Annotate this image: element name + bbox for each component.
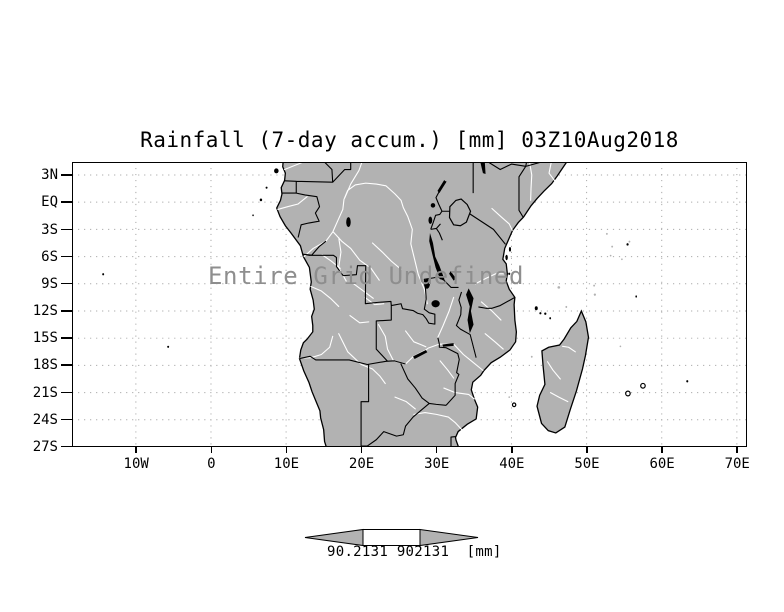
island-anjouan	[544, 312, 547, 315]
y-axis-label: 3S	[41, 221, 58, 238]
madagascar	[537, 311, 588, 433]
y-axis-tick	[61, 418, 72, 421]
island-annobon	[252, 214, 254, 217]
island-grande-comore	[534, 306, 538, 311]
x-axis-label: 10E	[273, 456, 300, 472]
island-tromelin	[619, 345, 622, 348]
y-axis-tick	[61, 337, 72, 339]
island-agalega	[635, 295, 638, 298]
map-svg	[72, 162, 747, 447]
island-providence	[593, 284, 596, 287]
island-glorioso	[565, 305, 568, 308]
x-axis-label: 0	[207, 456, 216, 472]
x-axis-tick	[210, 447, 213, 453]
x-axis-label: 50E	[574, 456, 600, 472]
y-axis-tick	[61, 174, 72, 176]
y-axis-tick	[61, 310, 72, 312]
island-amirantes-2	[611, 245, 614, 248]
colorbar-label: 90.2131 902131 [mm]	[327, 544, 502, 560]
island-sao-tome	[259, 198, 263, 202]
y-axis-label: 3N	[41, 167, 58, 184]
y-axis-label: EQ	[41, 194, 58, 211]
x-axis-tick	[285, 447, 288, 453]
plot-title: Rainfall (7-day accum.) [mm] 03Z10Aug201…	[140, 128, 679, 152]
island-principe	[265, 186, 268, 189]
y-axis-tick	[61, 445, 72, 448]
x-axis-label: 30E	[424, 456, 450, 472]
lake-bangweulu	[431, 300, 440, 308]
x-axis-label: 60E	[649, 456, 675, 472]
island-mayotte	[549, 317, 552, 320]
lake-victoria	[450, 199, 471, 226]
lake-kivu	[428, 216, 433, 224]
x-axis-tick	[435, 447, 438, 453]
islands	[102, 168, 689, 407]
landmass	[277, 162, 589, 447]
x-axis-label: 20E	[348, 456, 375, 472]
island-zanzibar	[505, 254, 508, 261]
y-axis-tick	[61, 255, 72, 258]
y-axis-label: 6S	[41, 248, 58, 265]
colorbar-right-arrow	[419, 528, 479, 547]
y-axis-label: 24S	[32, 411, 58, 428]
y-axis-tick	[61, 391, 72, 394]
lake-mweru	[423, 278, 430, 289]
island-bassas	[508, 396, 511, 399]
y-axis-label: 18S	[32, 357, 58, 374]
lake-mai-ndombe	[346, 217, 351, 228]
island-europa	[512, 403, 515, 407]
y-axis-label: 12S	[32, 303, 58, 320]
grid-undefined-message: Entire Grid Undefined	[208, 262, 525, 290]
colorbar	[304, 528, 479, 547]
island-reunion	[626, 391, 631, 396]
y-axis-label: 15S	[32, 330, 58, 347]
y-axis-tick	[61, 364, 72, 366]
y-axis-tick	[61, 282, 72, 285]
map-plot-area: Entire Grid Undefined	[72, 162, 747, 447]
lakes	[346, 162, 486, 360]
africa-coastline	[277, 162, 567, 447]
y-axis-tick	[61, 228, 72, 231]
island-st-helena	[167, 345, 170, 348]
island-mauritius	[641, 383, 646, 388]
x-axis-label: 70E	[724, 456, 750, 472]
island-alphonse	[609, 254, 612, 257]
y-axis-label: 27S	[32, 438, 58, 455]
island-coetivy	[621, 258, 623, 261]
island-bioko	[274, 168, 279, 174]
island-amirantes-1	[605, 232, 608, 235]
island-aldabra	[557, 286, 561, 289]
rivers	[278, 162, 575, 431]
x-axis-tick	[135, 447, 137, 453]
y-axis-label: 9S	[41, 275, 58, 292]
y-axis-tick	[61, 201, 72, 203]
x-axis-tick	[360, 447, 363, 453]
y-axis-label: 21S	[32, 384, 58, 401]
island-praslin	[628, 240, 631, 243]
island-moheli	[539, 312, 542, 315]
lake-edward	[430, 203, 436, 208]
island-mafia	[508, 272, 511, 275]
island-farquhar	[593, 293, 596, 296]
x-axis-tick	[661, 447, 663, 453]
island-mahe-seychelles	[626, 243, 629, 246]
x-axis-tick	[736, 447, 738, 453]
x-axis-tick	[586, 447, 588, 453]
island-ascension	[102, 273, 105, 276]
island-pemba	[508, 247, 512, 252]
island-rodrigues	[686, 380, 689, 383]
x-axis-label: 40E	[499, 456, 525, 472]
island-juan-de-nova	[530, 355, 533, 358]
x-axis-tick	[511, 447, 513, 453]
x-axis-label: 10W	[123, 456, 149, 472]
river-lines	[278, 162, 575, 431]
